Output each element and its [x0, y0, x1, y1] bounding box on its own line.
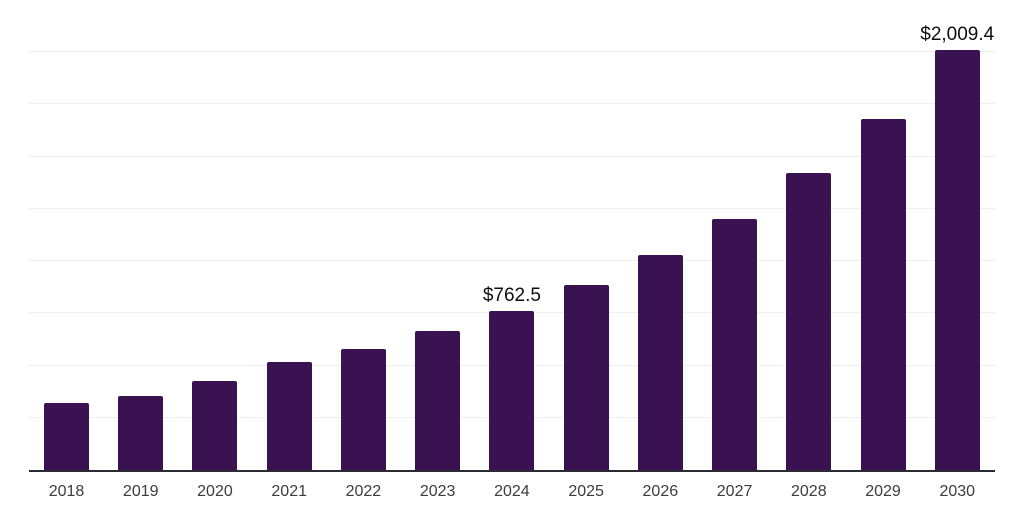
- bar-2030: [934, 50, 980, 470]
- bar-2029: [860, 118, 906, 470]
- plot-area: $762.5 $2,009.4: [29, 0, 995, 470]
- bar-2018: [44, 403, 89, 470]
- bar-2027: [712, 218, 758, 470]
- bar-value-label-2030: $2,009.4: [920, 24, 995, 46]
- x-axis-line: [29, 470, 995, 472]
- gridline: [29, 103, 995, 105]
- x-tick-label-2025: 2025: [568, 483, 604, 500]
- bar-2025: [563, 284, 609, 470]
- x-tick-label-2018: 2018: [48, 483, 85, 500]
- x-tick-label-2024: 2024: [494, 483, 530, 500]
- x-tick-label-2026: 2026: [642, 483, 679, 500]
- x-tick-label-2023: 2023: [419, 483, 456, 500]
- gridline: [29, 260, 995, 262]
- x-tick-label-2020: 2020: [197, 483, 233, 500]
- x-axis-labels: 2018 2019 2020 2021 2022 2023 2024 2025 2026 2027…: [29, 484, 995, 504]
- bar-value-label-2024: $762.5: [482, 284, 541, 306]
- x-tick-label-2030: 2030: [939, 483, 976, 500]
- bar-2023: [415, 330, 461, 470]
- bar-2020: [192, 381, 238, 470]
- gridline: [29, 51, 995, 53]
- x-tick-label-2019: 2019: [122, 483, 159, 500]
- bar-2026: [637, 255, 683, 470]
- gridline: [29, 207, 995, 209]
- bar-2022: [340, 349, 386, 470]
- x-tick-label-2028: 2028: [791, 483, 827, 500]
- bar-2021: [266, 361, 312, 470]
- x-tick-label-2021: 2021: [271, 483, 307, 500]
- bar-2019: [118, 396, 164, 470]
- x-tick-label-2029: 2029: [865, 483, 901, 500]
- x-tick-label-2022: 2022: [345, 483, 382, 500]
- bar-2024: [489, 310, 535, 470]
- x-tick-label-2027: 2027: [716, 483, 753, 500]
- bar-2028: [786, 173, 832, 470]
- gridline: [29, 155, 995, 157]
